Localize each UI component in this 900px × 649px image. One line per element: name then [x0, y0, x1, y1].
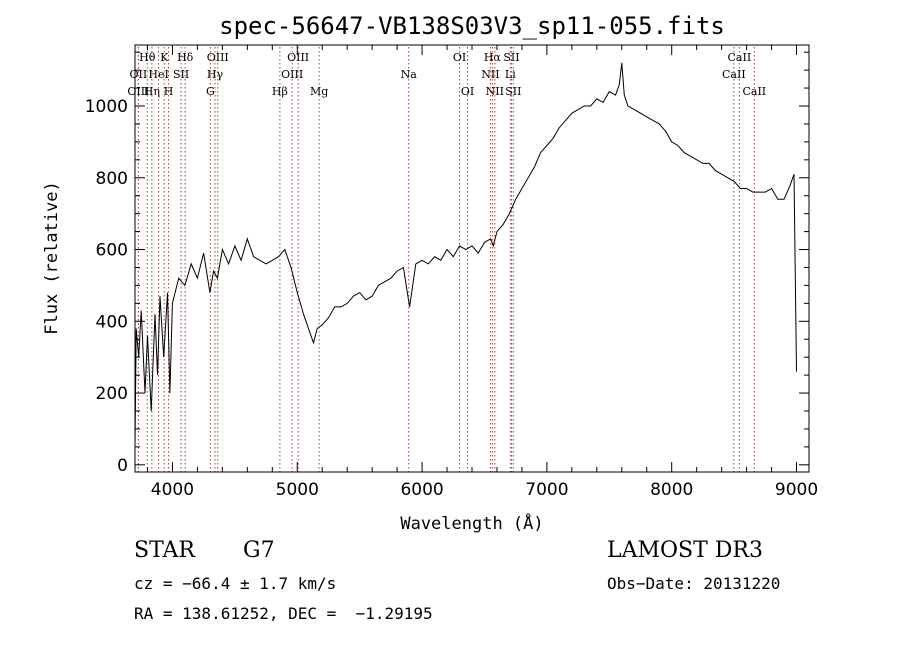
line-label-1: OII	[130, 68, 148, 81]
line-label-5: Hη	[144, 85, 160, 98]
line-label-19: Hα	[484, 51, 502, 64]
y-tick-label-0: 0	[117, 456, 128, 476]
line-label-20: NII	[481, 68, 499, 81]
survey-name: LAMOST DR3	[607, 538, 763, 563]
line-label-16: Na	[401, 68, 418, 81]
line-label-13: OIII	[281, 68, 303, 81]
y-tick-label-1: 200	[96, 384, 128, 404]
line-label-26: CaII	[722, 68, 746, 81]
y-tick-label-2: 400	[96, 312, 128, 332]
line-label-7: SII	[173, 68, 189, 81]
spectral-subclass: G7	[243, 538, 275, 563]
line-label-8: H	[164, 85, 174, 98]
axis-ticks: 4000 5000 6000 7000 8000 9000 0 200 400 600 800 100…	[85, 45, 818, 500]
line-label-11: G	[206, 85, 215, 98]
object-class: STAR	[134, 538, 195, 563]
line-label-9: OIII	[207, 51, 229, 64]
y-tick-label-4: 800	[96, 169, 128, 189]
line-label-4: HeI	[148, 68, 168, 81]
line-label-6: Hδ	[177, 51, 194, 64]
x-tick-label-3: 7000	[525, 480, 568, 500]
line-label-14: Hβ	[272, 85, 288, 98]
line-label-22: SII	[503, 51, 519, 64]
redshift-velocity: cz = −66.4 ± 1.7 km/s	[134, 574, 337, 593]
line-label-12: OIII	[287, 51, 309, 64]
x-tick-label-0: 4000	[151, 480, 194, 500]
line-label-10: Hγ	[207, 68, 224, 81]
chart-title: spec-56647-VB138S03V3_sp11-055.fits	[219, 12, 725, 40]
line-label-23: Li	[505, 68, 516, 81]
x-tick-label-1: 5000	[276, 480, 319, 500]
line-label-15: Mg	[310, 85, 328, 98]
x-tick-label-5: 9000	[775, 480, 818, 500]
line-label-18: OI	[461, 85, 474, 98]
observation-date: Obs−Date: 20131220	[607, 574, 781, 593]
line-label-2: OIII	[127, 85, 149, 98]
y-tick-label-3: 600	[96, 241, 128, 261]
ra-dec-coordinates: RA = 138.61252, DEC = −1.29195	[134, 604, 433, 623]
line-label-17: OI	[453, 51, 466, 64]
x-tick-label-4: 8000	[650, 480, 693, 500]
x-tick-label-2: 6000	[400, 480, 443, 500]
spectrum-line	[134, 62, 797, 447]
x-axis-label: Wavelength (Å)	[400, 512, 543, 534]
line-label-21: NII	[486, 85, 504, 98]
y-axis-label: Flux (relative)	[42, 181, 62, 335]
line-label-24: SII	[505, 85, 521, 98]
line-label-27: CaII	[742, 85, 766, 98]
line-label-3: K	[160, 51, 169, 64]
line-label-25: CaII	[728, 51, 752, 64]
emission-line-markers: Hθ OII OIII K HeI Hη Hδ SII H OIII Hγ G OIII OIII Hβ Mg…	[127, 47, 766, 472]
y-tick-label-5: 1000	[85, 97, 128, 117]
plot-frame	[134, 44, 810, 473]
line-label-0: Hθ	[139, 51, 156, 64]
